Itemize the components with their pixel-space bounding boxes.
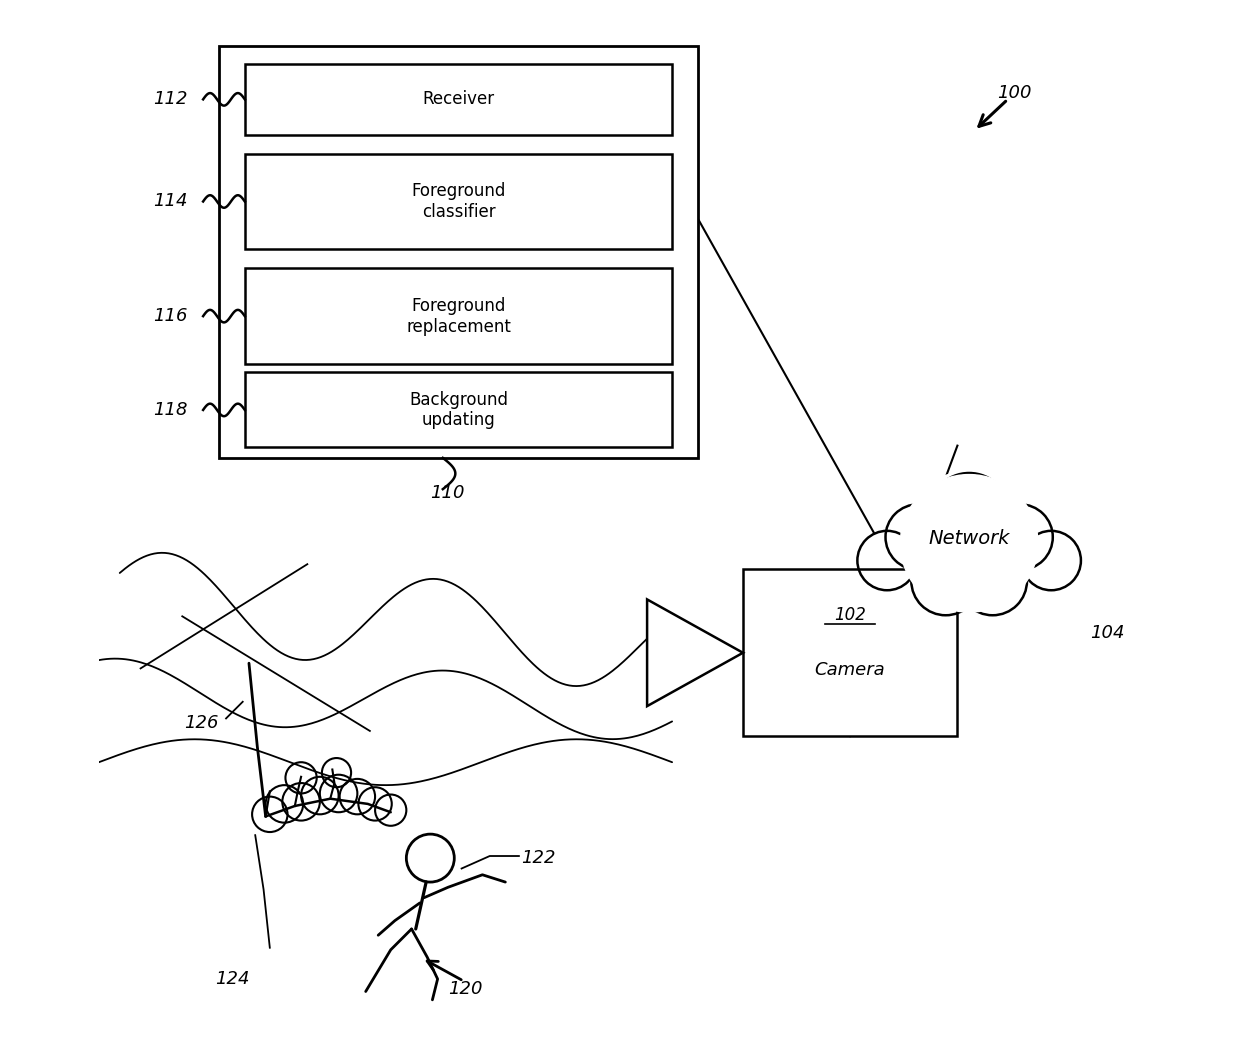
Bar [743,570,956,736]
Circle shape [885,505,951,570]
Text: 102: 102 [833,606,866,624]
Text: 100: 100 [997,84,1032,102]
Circle shape [857,531,916,590]
Bar [218,46,698,458]
Circle shape [911,547,980,616]
Text: 104: 104 [1090,624,1125,643]
Circle shape [959,547,1027,616]
Circle shape [1022,531,1081,590]
Bar [244,64,672,135]
Text: 114: 114 [153,192,187,210]
Text: 110: 110 [430,484,465,503]
Circle shape [898,471,1042,616]
Text: 126: 126 [185,714,218,731]
Polygon shape [647,600,743,706]
Text: Receiver: Receiver [423,90,495,109]
Circle shape [929,473,1009,554]
Bar [244,372,672,447]
Text: Foreground
replacement: Foreground replacement [405,297,511,335]
Bar [244,154,672,250]
Text: Network: Network [929,529,1009,548]
Text: 122: 122 [521,850,556,867]
Text: 112: 112 [153,90,187,109]
Text: 124: 124 [216,970,250,988]
Circle shape [900,474,1038,612]
Text: Foreground
classifier: Foreground classifier [412,182,506,220]
Circle shape [987,505,1053,570]
Bar [244,269,672,364]
Text: 116: 116 [153,307,187,325]
Text: Background
updating: Background updating [409,391,508,429]
Text: 118: 118 [153,401,187,419]
Text: 120: 120 [448,980,482,998]
Text: Camera: Camera [815,661,885,679]
